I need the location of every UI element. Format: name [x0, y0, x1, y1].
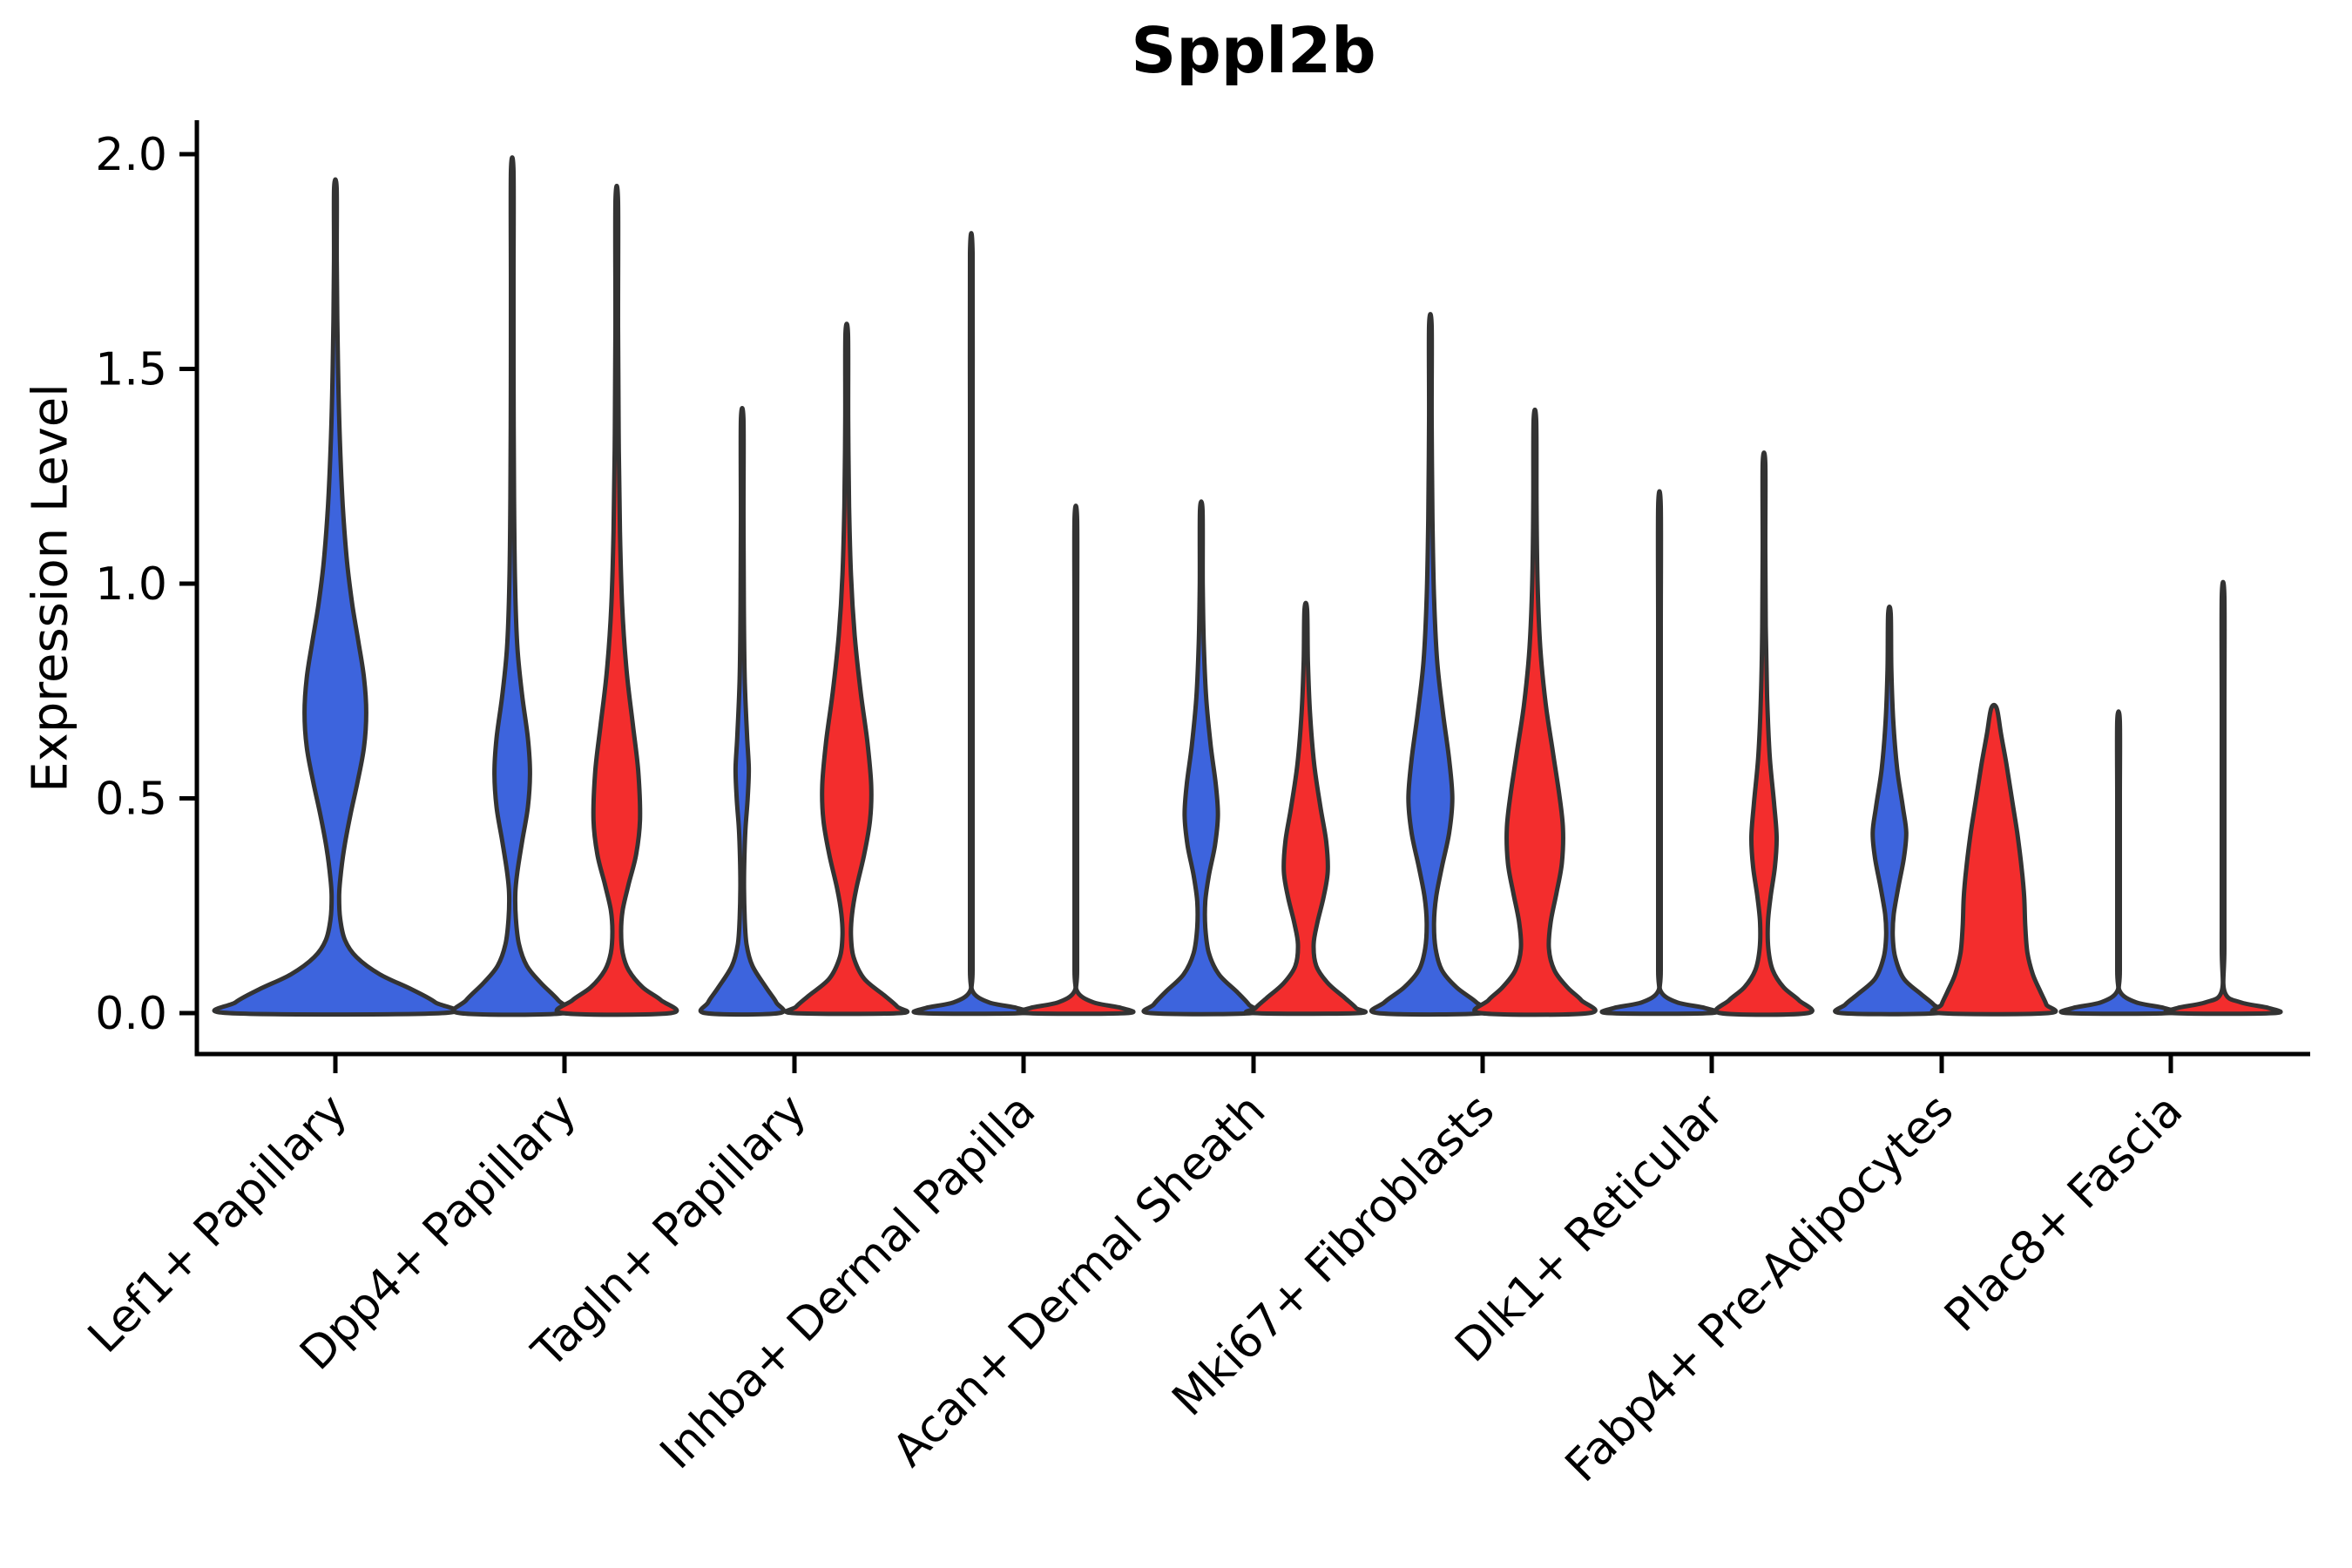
- x-category-label: Acan+ Dermal Sheath: [883, 1085, 1276, 1477]
- violin-fabp4-pre-adipocytes-left: [1833, 604, 1946, 1017]
- chart-title: Sppl2b: [1131, 14, 1376, 87]
- violin-plac8-fascia-left: [2058, 709, 2179, 1017]
- x-category-label: Fabp4+ Pre-Adipocytes: [1556, 1085, 1963, 1492]
- y-tick-label: 1.0: [95, 558, 167, 611]
- violin-acan-dermal-sheath-left: [1141, 499, 1261, 1017]
- violin-mki67-fibroblasts-left: [1369, 312, 1492, 1017]
- violin-dpp4-papillary-left: [451, 155, 573, 1017]
- y-axis-label: Expression Level: [22, 383, 79, 793]
- violin-dlk1-reticular-left: [1599, 489, 1720, 1017]
- violin-mki67-fibroblasts-right: [1472, 407, 1598, 1017]
- x-category-label: Inhba+ Dermal Papilla: [651, 1085, 1045, 1479]
- violin-acan-dermal-sheath-right: [1243, 600, 1369, 1017]
- violin-plac8-fascia-right: [2163, 579, 2283, 1017]
- violin-tagln-papillary-left: [698, 406, 787, 1017]
- violin-tagln-papillary-right: [784, 321, 909, 1017]
- violin-inhba-dermal-papilla-left: [911, 231, 1031, 1017]
- y-tick-label: 0.0: [95, 988, 167, 1040]
- violin-dpp4-papillary-right: [554, 183, 679, 1017]
- y-tick-label: 0.5: [95, 774, 167, 826]
- violin-inhba-dermal-papilla-right: [1016, 504, 1136, 1017]
- violin-fabp4-pre-adipocytes-right: [1930, 702, 2058, 1017]
- x-category-label: Plac8+ Fascia: [1935, 1085, 2193, 1342]
- y-tick-label: 1.5: [95, 344, 167, 396]
- violin-dlk1-reticular-right: [1713, 450, 1815, 1017]
- y-tick-label: 2.0: [95, 129, 167, 181]
- violin-lef1-papillary-center: [212, 177, 459, 1017]
